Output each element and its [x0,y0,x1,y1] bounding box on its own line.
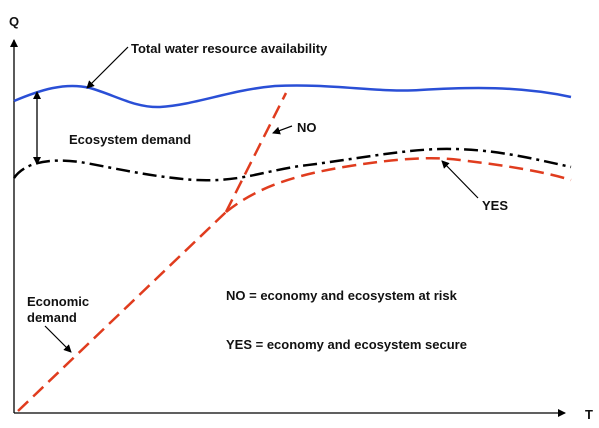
total-water-curve [13,84,572,109]
no-label: NO [297,120,317,135]
economic-demand-no-branch [224,92,288,213]
economic-demand-label-line2: demand [27,310,77,325]
no-pointer-arrow [272,125,293,135]
legend-yes-text: YES = economy and ecosystem secure [226,337,467,352]
economic-demand-yes-branch [225,156,572,213]
legend-no-text: NO = economy and ecosystem at risk [226,288,458,303]
yes-pointer-arrow [441,160,479,199]
economic-pointer-arrow [44,325,72,353]
total-water-pointer-arrow [86,46,129,89]
ecosystem-demand-curve [12,147,572,182]
economic-demand-label-line1: Economic [27,294,89,309]
yes-label: YES [482,198,508,213]
economic-demand-line [17,211,227,412]
x-axis-label: T [585,407,593,422]
ecosystem-demand-label: Ecosystem demand [69,132,191,147]
total-water-label: Total water resource availability [131,41,328,56]
y-axis-label: Q [9,14,19,29]
